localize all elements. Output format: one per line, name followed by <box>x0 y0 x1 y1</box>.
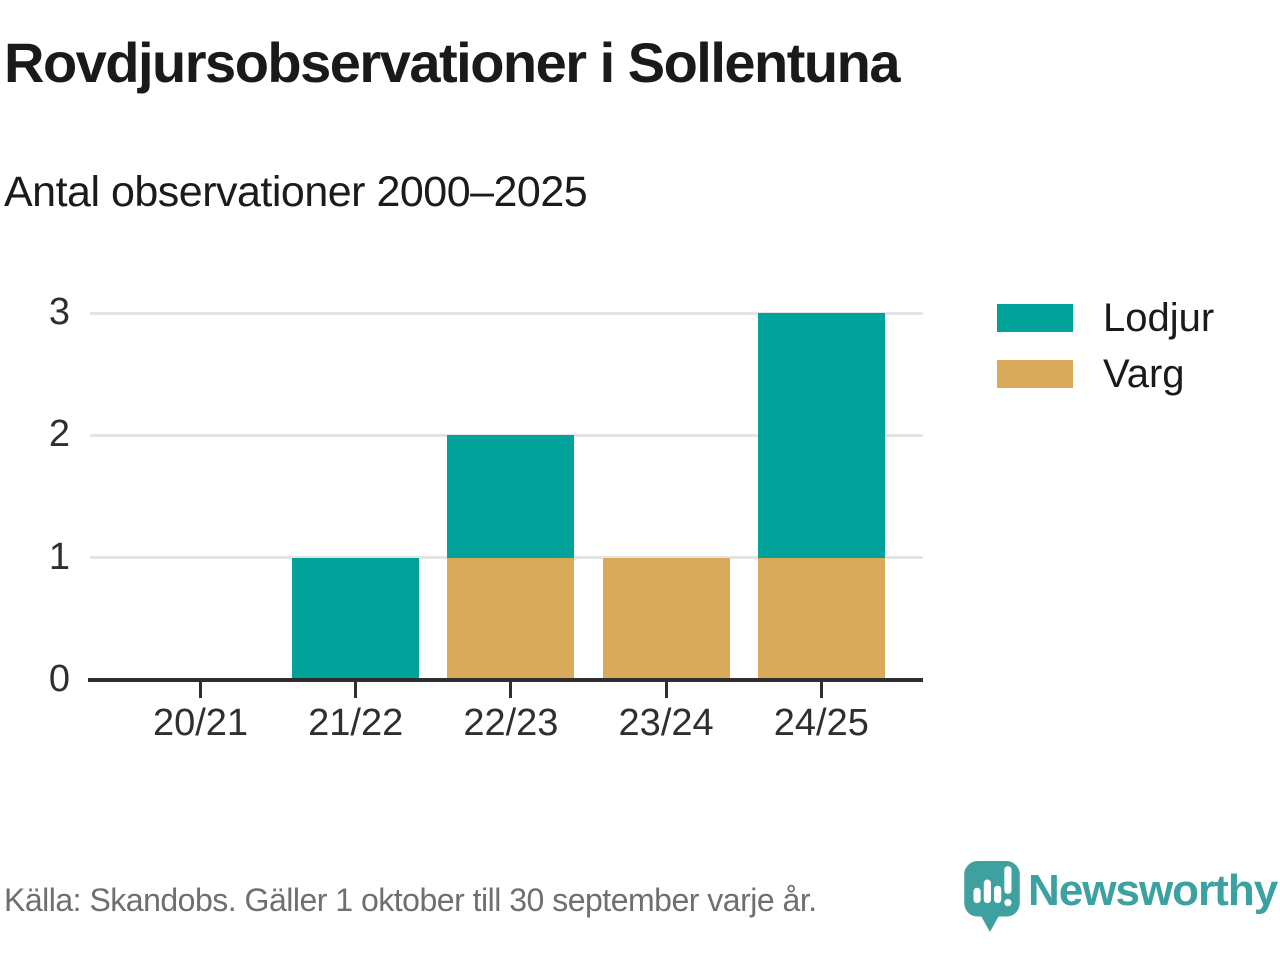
chart-subtitle: Antal observationer 2000–2025 <box>4 168 588 216</box>
x-tick-mark-20-21 <box>199 682 202 698</box>
x-tick-label-24-25: 24/25 <box>773 702 869 744</box>
legend: Lodjur Varg <box>997 296 1214 396</box>
x-tick-mark-22-23 <box>509 682 513 698</box>
x-axis-line <box>88 678 923 682</box>
x-tick-label-23-24: 23/24 <box>618 702 714 744</box>
newsworthy-logo: Newsworthy <box>963 860 1278 934</box>
legend-swatch-varg <box>997 360 1073 388</box>
y-tick-label-0: 0 <box>48 658 70 700</box>
legend-item-lodjur: Lodjur <box>997 296 1214 340</box>
chart-title: Rovdjursobservationer i Sollentuna <box>4 31 900 94</box>
x-tick-label-21-22: 21/22 <box>308 702 404 744</box>
bar-segment-lodjur-22-23 <box>447 435 575 558</box>
x-tick-mark-24-25 <box>819 682 823 698</box>
bar-segment-lodjur-24-25 <box>757 313 885 558</box>
y-tick-label-2: 2 <box>48 413 70 456</box>
gridline-y3 <box>90 311 923 315</box>
source-note: Källa: Skandobs. Gäller 1 oktober till 3… <box>4 882 817 918</box>
legend-item-varg: Varg <box>997 352 1214 396</box>
x-tick-mark-21-22 <box>354 682 358 698</box>
legend-swatch-lodjur <box>997 304 1073 332</box>
legend-label-lodjur: Lodjur <box>1103 295 1215 340</box>
bar-segment-varg-22-23 <box>447 557 575 680</box>
x-tick-label-22-23: 22/23 <box>463 702 559 744</box>
bar-segment-lodjur-21-22 <box>292 557 420 680</box>
bar-segment-varg-24-25 <box>757 557 885 680</box>
newsworthy-bubble-icon <box>964 861 1020 932</box>
bar-segment-varg-23-24 <box>602 557 730 680</box>
newsworthy-wordmark: Newsworthy <box>1028 866 1278 915</box>
x-tick-mark-23-24 <box>664 682 668 698</box>
legend-label-varg: Varg <box>1103 351 1185 396</box>
y-tick-label-1: 1 <box>48 535 70 578</box>
y-tick-label-3: 3 <box>48 291 70 334</box>
x-tick-label-20-21: 20/21 <box>152 702 249 744</box>
